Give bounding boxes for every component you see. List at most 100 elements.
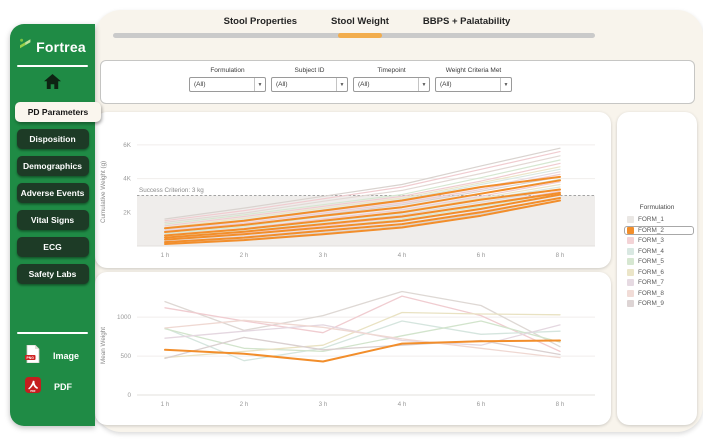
export-divider <box>17 332 88 334</box>
legend-item-form-7[interactable]: FORM_7 <box>624 278 697 287</box>
cumulative-weight-chart[interactable]: Success Criterion: 3 kg 2K 4K 6K 1 h 2 h 3 h 4 … <box>95 112 611 268</box>
pdf-file-icon: PDF <box>25 376 41 398</box>
filter-select-formulation[interactable]: (All) ▼ <box>189 77 266 92</box>
filter-value: (All) <box>358 81 370 88</box>
filter-group-timepoint: Timepoint (All) ▼ <box>353 67 430 103</box>
filter-select-subject-id[interactable]: (All) ▼ <box>271 77 348 92</box>
filter-bar: Formulation (All) ▼ Subject ID (All) ▼ Timepoi… <box>100 60 695 104</box>
mean-weight-chart[interactable]: 0 500 1000 1 h 2 h 3 h 4 h 6 h 8 h <box>95 272 611 425</box>
series-form-2[interactable] <box>164 175 561 230</box>
series-form-2[interactable] <box>164 191 561 239</box>
series-form-2[interactable] <box>164 339 561 363</box>
series-form-2[interactable] <box>164 199 561 245</box>
series-form-2[interactable] <box>164 193 561 241</box>
dropdown-caret-icon[interactable]: ▼ <box>254 78 265 91</box>
tab-bbps-palatability[interactable]: BBPS + Palatability <box>422 16 511 27</box>
dropdown-caret-icon[interactable]: ▼ <box>500 78 511 91</box>
filter-value: (All) <box>276 81 288 88</box>
series-form-5[interactable] <box>164 159 561 225</box>
sidebar-item-pd-parameters[interactable]: PD Parameters <box>15 102 101 122</box>
series-form-2[interactable] <box>164 188 561 237</box>
x-tick-label: 6 h <box>477 252 486 259</box>
legend-swatch <box>627 258 634 265</box>
y-tick-label: 0 <box>127 392 131 399</box>
filter-select-timepoint[interactable]: (All) ▼ <box>353 77 430 92</box>
y-tick-label: 1000 <box>117 314 132 321</box>
legend-item-form-1[interactable]: FORM_1 <box>624 215 697 224</box>
legend-title: Formulation <box>639 204 675 211</box>
series-form-3[interactable] <box>164 173 561 232</box>
fortrea-leaf-icon <box>19 37 32 57</box>
series-form-9[interactable] <box>164 155 561 224</box>
brand-wordmark: Fortrea <box>36 39 86 55</box>
y-tick-label: 2K <box>123 209 132 216</box>
series-form-2[interactable] <box>164 179 561 233</box>
legend-swatch <box>627 216 634 223</box>
sidebar-divider <box>17 65 88 67</box>
x-tick-label: 4 h <box>398 401 407 408</box>
sidebar-item-safety-labs[interactable]: Safety Labs <box>16 264 89 284</box>
x-tick-label: 4 h <box>398 252 407 259</box>
x-tick-label: 3 h <box>319 252 328 259</box>
export-pdf-button[interactable]: PDF PDF <box>10 375 95 399</box>
legend-card: Formulation FORM_1 FORM_2 FORM_3 FORM_4 FORM… <box>617 112 697 425</box>
legend-item-form-2[interactable]: FORM_2 <box>624 225 694 235</box>
filter-value: (All) <box>194 81 206 88</box>
svg-text:PDF: PDF <box>30 389 36 393</box>
legend-label: FORM_6 <box>638 268 664 276</box>
series-form-6[interactable] <box>164 166 561 229</box>
ref-line-label: Success Criterion: 3 kg <box>139 187 204 194</box>
filter-group-weight-criteria-met: Weight Criteria Met (All) ▼ <box>435 67 512 103</box>
legend-item-form-5[interactable]: FORM_5 <box>624 257 697 266</box>
sidebar-item-vital-signs[interactable]: Vital Signs <box>16 210 89 230</box>
series-form-2[interactable] <box>164 197 561 244</box>
legend-swatch <box>627 268 634 276</box>
legend-swatch <box>627 289 634 297</box>
y-tick-label: 4K <box>123 176 132 183</box>
series-form-1[interactable] <box>164 290 561 348</box>
legend-label: FORM_1 <box>638 216 664 223</box>
legend-label: FORM_7 <box>638 279 664 286</box>
tab-stool-weight[interactable]: Stool Weight <box>331 16 389 27</box>
filter-group-subject-id: Subject ID (All) ▼ <box>271 67 348 103</box>
svg-text:PNG: PNG <box>27 355 35 359</box>
export-image-label: Image <box>53 351 80 361</box>
dropdown-caret-icon[interactable]: ▼ <box>336 78 347 91</box>
series-form-1[interactable] <box>164 147 561 220</box>
filter-select-weight-criteria-met[interactable]: (All) ▼ <box>435 77 512 92</box>
legend-label: FORM_5 <box>638 258 664 265</box>
legend-label: FORM_4 <box>638 247 664 255</box>
brand-logo: Fortrea <box>10 37 95 57</box>
cumulative-weight-chart-card: Cumulative Weight (g) Success Criterion:… <box>95 112 611 268</box>
series-form-9[interactable] <box>164 336 561 360</box>
y-tick-label: 500 <box>120 353 131 360</box>
sidebar-item-ecg[interactable]: ECG <box>16 237 89 257</box>
series-form-8[interactable] <box>164 162 561 227</box>
tab-stool-properties[interactable]: Stool Properties <box>223 16 298 27</box>
series-form-3[interactable] <box>164 150 561 222</box>
legend-item-form-3[interactable]: FORM_3 <box>624 236 697 245</box>
sidebar-item-demographics[interactable]: Demographics <box>16 156 89 176</box>
legend-item-form-8[interactable]: FORM_8 <box>624 289 697 298</box>
sidebar-item-adverse-events[interactable]: Adverse Events <box>16 183 89 203</box>
legend-label: FORM_8 <box>638 289 664 297</box>
home-button[interactable] <box>43 74 63 92</box>
series-form-8[interactable] <box>164 319 561 359</box>
y-tick-label: 6K <box>123 142 132 149</box>
legend-label: FORM_9 <box>638 300 664 307</box>
legend-item-form-6[interactable]: FORM_6 <box>624 268 697 277</box>
series-form-4[interactable] <box>164 320 561 362</box>
progress-active-segment <box>337 33 382 38</box>
x-tick-label: 8 h <box>556 401 565 408</box>
series-form-5[interactable] <box>164 320 561 353</box>
legend-item-form-4[interactable]: FORM_4 <box>624 247 697 256</box>
export-pdf-label: PDF <box>54 382 72 392</box>
dropdown-caret-icon[interactable]: ▼ <box>418 78 429 91</box>
legend-item-form-9[interactable]: FORM_9 <box>624 299 697 308</box>
sidebar-item-disposition[interactable]: Disposition <box>16 129 89 149</box>
series-form-3[interactable] <box>164 295 561 353</box>
export-image-button[interactable]: PNG Image <box>10 344 95 368</box>
sidebar: Fortrea PD Parameters Disposition Demograp… <box>10 24 101 426</box>
x-tick-label: 3 h <box>319 401 328 408</box>
